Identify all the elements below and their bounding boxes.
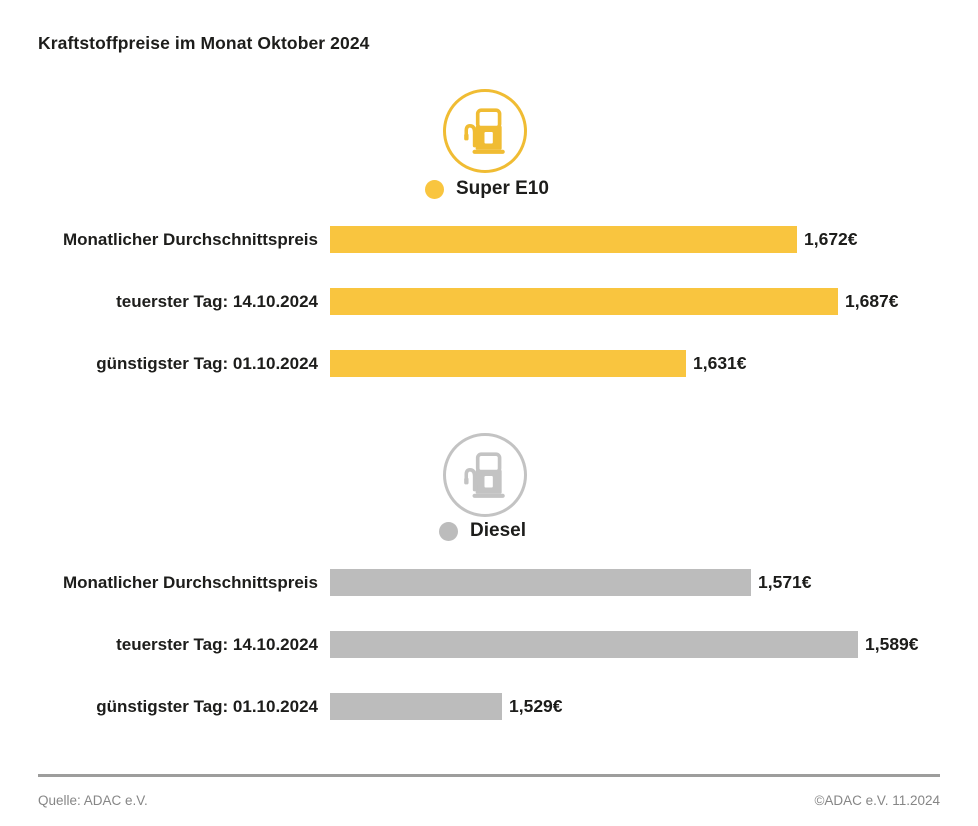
bar-row: günstigster Tag: 01.10.2024 1,529€ bbox=[38, 693, 978, 720]
legend-super-e10: Super E10 bbox=[425, 176, 549, 202]
bar-value-label: 1,672€ bbox=[804, 229, 858, 249]
legend-label: Super E10 bbox=[456, 178, 549, 199]
legend-diesel: Diesel bbox=[439, 518, 526, 544]
bar-row: teuerster Tag: 14.10.2024 1,589€ bbox=[38, 631, 978, 658]
bar bbox=[330, 631, 858, 658]
bar-category-label: günstigster Tag: 01.10.2024 bbox=[96, 696, 318, 716]
bar bbox=[330, 693, 502, 720]
bar-category-label: teuerster Tag: 14.10.2024 bbox=[116, 634, 318, 654]
bar-value-label: 1,529€ bbox=[509, 696, 563, 716]
bar-category-label: Monatlicher Durchschnittspreis bbox=[62, 572, 318, 592]
fuel-pump-icon bbox=[443, 433, 527, 517]
bar-value-label: 1,589€ bbox=[865, 634, 919, 654]
copyright-note: ©ADAC e.V. 11.2024 bbox=[814, 793, 940, 808]
source-note: Quelle: ADAC e.V. bbox=[38, 793, 148, 808]
legend-dot-icon bbox=[439, 521, 458, 541]
legend-dot-icon bbox=[425, 179, 444, 199]
legend-label: Diesel bbox=[470, 520, 526, 541]
diesel-bar-group: Monatlicher Durchschnittspreis 1,571€ te… bbox=[38, 569, 978, 755]
bar-value-label: 1,687€ bbox=[845, 291, 899, 311]
bar-row: Monatlicher Durchschnittspreis 1,571€ bbox=[38, 569, 978, 596]
bar bbox=[330, 350, 686, 377]
bar-row: günstigster Tag: 01.10.2024 1,631€ bbox=[38, 350, 978, 377]
bar-row: teuerster Tag: 14.10.2024 1,687€ bbox=[38, 288, 978, 315]
bar bbox=[330, 288, 838, 315]
fuel-pump-icon bbox=[443, 89, 527, 173]
page-title: Kraftstoffpreise im Monat Oktober 2024 bbox=[38, 33, 370, 53]
super-e10-bar-group: Monatlicher Durchschnittspreis 1,672€ te… bbox=[38, 226, 978, 412]
bar-value-label: 1,631€ bbox=[693, 353, 747, 373]
footer-divider bbox=[38, 774, 940, 777]
bar bbox=[330, 226, 797, 253]
bar bbox=[330, 569, 751, 596]
bar-category-label: Monatlicher Durchschnittspreis bbox=[62, 229, 318, 249]
bar-row: Monatlicher Durchschnittspreis 1,672€ bbox=[38, 226, 978, 253]
bar-category-label: teuerster Tag: 14.10.2024 bbox=[116, 291, 318, 311]
bar-category-label: günstigster Tag: 01.10.2024 bbox=[96, 353, 318, 373]
bar-value-label: 1,571€ bbox=[758, 572, 812, 592]
